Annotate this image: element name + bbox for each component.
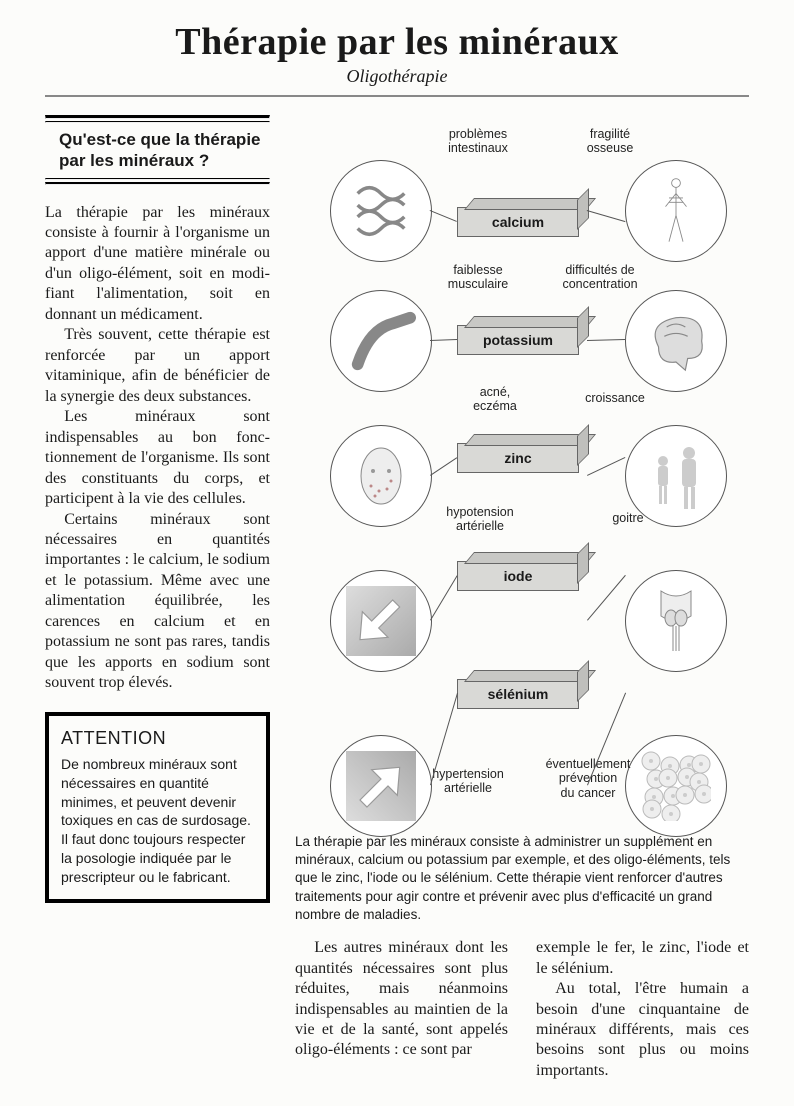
arrow-up-icon <box>330 735 432 837</box>
elbow-icon <box>330 290 432 392</box>
diagram-label: hypertensionartérielle <box>423 767 513 796</box>
cells-icon <box>625 735 727 837</box>
connector-line <box>430 575 458 621</box>
heading-rule <box>45 115 270 119</box>
diagram-label: fragilitéosseuse <box>565 127 655 156</box>
paragraph: Certains minéraux sont nécessaires en qu… <box>45 510 270 694</box>
paragraph: exemple le fer, le zinc, l'iode et le sé… <box>536 938 749 979</box>
heading-rule <box>45 182 270 185</box>
mineral-box: zinc <box>457 443 587 473</box>
brain-icon <box>625 290 727 392</box>
mineral-label: zinc <box>457 443 579 473</box>
connector-line <box>587 575 626 621</box>
diagram-label: éventuellementpréventiondu cancer <box>543 757 633 800</box>
mineral-box: iode <box>457 561 587 591</box>
intro-text: La thérapie par les minéraux consiste à … <box>45 203 270 694</box>
connector-line <box>430 210 457 222</box>
mineral-label: potassium <box>457 325 579 355</box>
section-heading: Qu'est-ce que la thérapie par les minéra… <box>45 123 270 178</box>
mineral-label: calcium <box>457 207 579 237</box>
paragraph: Très souvent, cette thérapie est renforc… <box>45 325 270 407</box>
bottom-text: Les autres minéraux dont les quantités n… <box>295 938 749 1081</box>
paragraph: Les autres minéraux dont les quantités n… <box>295 938 508 1061</box>
connector-line <box>430 457 458 476</box>
connector-line <box>587 339 625 341</box>
connector-line <box>587 210 625 222</box>
paragraph: Les minéraux sont indispensables au bon … <box>45 407 270 509</box>
connector-line <box>587 457 625 476</box>
mineral-box: calcium <box>457 207 587 237</box>
warning-title: ATTENTION <box>61 728 254 749</box>
diagram-label: croissance <box>570 391 660 405</box>
diagram-label: acné,eczéma <box>450 385 540 414</box>
diagram-label: problèmesintestinaux <box>433 127 523 156</box>
mineral-label: sélénium <box>457 679 579 709</box>
face-acne-icon <box>330 425 432 527</box>
thyroid-icon <box>625 570 727 672</box>
diagram-label: faiblessemusculaire <box>433 263 523 292</box>
mineral-label: iode <box>457 561 579 591</box>
minerals-diagram: calcium problèmesintestinaux fragilitéosse… <box>295 115 749 825</box>
warning-box: ATTENTION De nombreux minéraux sont néce… <box>45 712 270 903</box>
heading-rule <box>45 178 270 180</box>
paragraph: La thérapie par les minéraux consiste à … <box>45 203 270 326</box>
intestines-icon <box>330 160 432 262</box>
paragraph: Au total, l'être humain a besoin d'une c… <box>536 979 749 1081</box>
warning-body: De nombreux minéraux sont nécessaires en… <box>61 755 254 887</box>
mineral-box: sélénium <box>457 679 587 709</box>
diagram-label: goitre <box>583 511 673 525</box>
diagram-label: hypotensionartérielle <box>435 505 525 534</box>
diagram-caption: La thérapie par les minéraux consiste à … <box>295 833 749 924</box>
diagram-label: difficultés deconcentration <box>555 263 645 292</box>
skeleton-icon <box>625 160 727 262</box>
arrow-down-icon <box>330 570 432 672</box>
page-title: Thérapie par les minéraux <box>45 20 749 64</box>
connector-line <box>430 339 457 341</box>
mineral-box: potassium <box>457 325 587 355</box>
title-rule <box>45 95 749 97</box>
page-subtitle: Oligothérapie <box>45 66 749 87</box>
